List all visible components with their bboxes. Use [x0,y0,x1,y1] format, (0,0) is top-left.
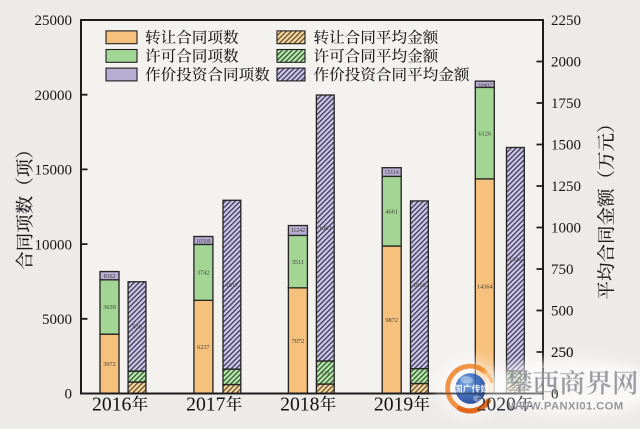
svg-text:0: 0 [551,387,559,403]
svg-text:0: 0 [65,387,73,403]
svg-text:5000: 5000 [42,312,72,328]
svg-text:1500: 1500 [551,138,581,154]
svg-text:3972: 3972 [103,361,116,368]
svg-text:2016: 2016 [92,394,132,416]
svg-text:1346: 1346 [509,256,522,263]
svg-text:3511: 3511 [292,259,304,266]
svg-text:1750: 1750 [551,96,581,112]
svg-text:10509: 10509 [196,239,211,245]
svg-text:750: 750 [551,262,574,278]
svg-text:1017: 1017 [226,282,239,289]
svg-text:2000: 2000 [551,55,581,71]
svg-text:6126: 6126 [479,130,492,137]
svg-text:1010: 1010 [413,282,426,289]
svg-text:139: 139 [321,371,330,377]
svg-text:1250: 1250 [551,179,581,195]
svg-text:14364: 14364 [477,283,494,290]
svg-text:250: 250 [551,345,574,361]
svg-text:20000: 20000 [35,88,73,104]
svg-text:9872: 9872 [385,317,398,324]
svg-text:3742: 3742 [197,270,210,277]
svg-text:7072: 7072 [292,338,305,345]
svg-text:2250: 2250 [551,13,581,29]
svg-text:3639: 3639 [103,304,116,311]
svg-text:25000: 25000 [35,13,73,29]
svg-text:20907: 20907 [478,83,493,89]
svg-text:2019: 2019 [374,394,414,416]
svg-text:538: 538 [132,324,141,331]
svg-text:8162: 8162 [104,274,116,280]
svg-text:WWW.PANXI01.COM: WWW.PANXI01.COM [508,401,624,413]
svg-text:1602: 1602 [319,225,332,232]
svg-text:2018: 2018 [280,394,320,416]
svg-text:15000: 15000 [35,163,73,179]
svg-text:500: 500 [551,304,574,320]
svg-text:2020: 2020 [477,394,517,416]
svg-text:11242: 11242 [291,228,305,234]
svg-text:4661: 4661 [385,208,398,215]
svg-text:15114: 15114 [385,170,399,176]
svg-text:1000: 1000 [551,221,581,237]
svg-text:2017: 2017 [186,394,226,416]
svg-text:250: 250 [551,345,574,361]
svg-text:10000: 10000 [35,237,73,253]
svg-text:6237: 6237 [197,344,210,351]
